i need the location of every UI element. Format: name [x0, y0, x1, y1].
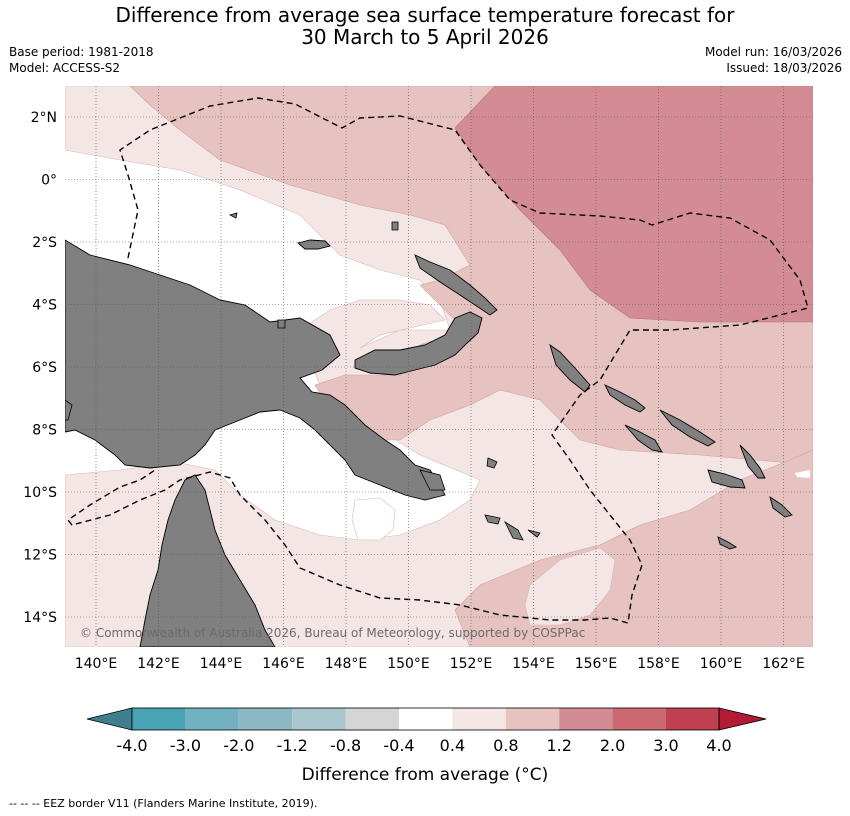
- santa-isabel-island: [659, 409, 716, 447]
- small-island: [228, 212, 238, 219]
- model-name: Model: ACCESS-S2: [9, 61, 121, 75]
- makira-island: [769, 495, 793, 518]
- bougainville-island: [549, 343, 591, 393]
- eez-border-line: [66, 97, 809, 624]
- colorbar-tick: -2.0: [223, 736, 254, 755]
- colorbar-tick: 3.0: [653, 736, 678, 755]
- anomaly-pocket-0.4-0.8: [524, 547, 616, 626]
- small-island: [504, 520, 524, 541]
- meta-left: Base period: 1981-2018 Model: ACCESS-S2: [9, 44, 154, 76]
- colorbar-low-arrow: [86, 707, 133, 731]
- lon-label: 144°E: [200, 656, 243, 672]
- colorbar-bin: [399, 708, 453, 730]
- colorbar-bin: [666, 708, 719, 730]
- colorbar-tick: 0.8: [493, 736, 518, 755]
- meta-right: Model run: 16/03/2026 Issued: 18/03/2026: [705, 44, 842, 76]
- small-island: [65, 399, 73, 421]
- lat-label: 4°S: [32, 298, 57, 314]
- title-line-2: 30 March to 5 April 2026: [301, 25, 549, 49]
- lon-label: 160°E: [700, 656, 743, 672]
- anomaly-band-1.2-2.0: [454, 86, 813, 323]
- lon-label: 152°E: [450, 656, 493, 672]
- new-ireland-island: [414, 254, 498, 316]
- lon-label: 148°E: [325, 656, 368, 672]
- guadalcanal-island: [707, 469, 746, 489]
- colorbar-tick: 1.2: [546, 736, 571, 755]
- chart-title: Difference from average sea surface temp…: [0, 4, 850, 48]
- manus-island: [297, 239, 331, 250]
- lon-label: 140°E: [75, 656, 118, 672]
- anomaly-pocket-white-2: [795, 470, 810, 478]
- colorbar-bin: [452, 708, 506, 730]
- lon-label: 146°E: [262, 656, 305, 672]
- small-island: [277, 319, 286, 329]
- small-island: [484, 514, 501, 525]
- colorbar-tick: -4.0: [116, 736, 147, 755]
- rennell-island: [717, 536, 738, 550]
- base-period: Base period: 1981-2018: [9, 45, 154, 59]
- issued-date: Issued: 18/03/2026: [726, 61, 842, 75]
- colorbar-label: Difference from average (°C): [302, 765, 549, 785]
- colorbar-bin: [132, 708, 186, 730]
- lon-label: 156°E: [575, 656, 618, 672]
- colorbar-tick: 2.0: [600, 736, 625, 755]
- lat-label: 6°S: [32, 360, 57, 376]
- colorbar-bin: [612, 708, 666, 730]
- colorbar-tick: -0.4: [383, 736, 414, 755]
- lat-label: 0°: [41, 173, 57, 189]
- colorbar-tick: 4.0: [706, 736, 731, 755]
- colorbar-bin: [559, 708, 613, 730]
- anomaly-pocket-white: [351, 497, 396, 541]
- lon-label: 142°E: [137, 656, 180, 672]
- lon-label: 150°E: [387, 656, 430, 672]
- lat-label: 10°S: [23, 485, 57, 501]
- colorbar-ticks: -4.0 -3.0 -2.0 -1.2 -0.8 -0.4 0.4 0.8 1.…: [116, 736, 731, 755]
- lon-axis-labels: 140°E 142°E 144°E 146°E 148°E 150°E 152°…: [75, 656, 805, 672]
- model-run: Model run: 16/03/2026: [704, 45, 842, 59]
- malaita-island: [739, 444, 766, 479]
- new-britain-island: [354, 311, 483, 376]
- lat-axis-labels: 2°N 0° 2°S 4°S 6°S 8°S 10°S 12°S 14°S: [23, 110, 57, 626]
- colorbar-tick: -3.0: [170, 736, 201, 755]
- title-line-1: Difference from average sea surface temp…: [115, 3, 735, 27]
- small-island: [527, 529, 541, 538]
- lat-label: 2°S: [32, 235, 57, 251]
- map-panel: © Commonwealth of Australia 2026, Bureau…: [65, 86, 813, 647]
- colorbar-tick: 0.4: [440, 736, 465, 755]
- colorbar-tick: -1.2: [277, 736, 308, 755]
- small-island: [391, 221, 399, 231]
- colorbar: -4.0 -3.0 -2.0 -1.2 -0.8 -0.4 0.4 0.8 1.…: [86, 707, 767, 785]
- colorbar-bin: [185, 708, 239, 730]
- eez-legend-note: -- -- -- EEZ border V11 (Flanders Marine…: [9, 797, 318, 810]
- lon-label: 158°E: [637, 656, 680, 672]
- lon-label: 162°E: [762, 656, 805, 672]
- colorbar-bin: [505, 708, 560, 730]
- colorbar-bin: [292, 708, 346, 730]
- lon-label: 154°E: [512, 656, 555, 672]
- colorbar-bin: [345, 708, 399, 730]
- copyright-text: © Commonwealth of Australia 2026, Bureau…: [80, 626, 585, 640]
- choiseul-island: [604, 384, 646, 413]
- small-island: [486, 457, 498, 469]
- lat-label: 2°N: [31, 110, 57, 126]
- new-georgia-island: [624, 424, 663, 453]
- colorbar-bin: [238, 708, 293, 730]
- small-island: [419, 469, 446, 491]
- lat-label: 8°S: [32, 423, 57, 439]
- cape-york-peninsula: [139, 474, 276, 647]
- colorbar-high-arrow: [718, 707, 767, 731]
- lat-label: 12°S: [23, 548, 57, 564]
- colorbar-tick: -0.8: [330, 736, 361, 755]
- lat-label: 14°S: [23, 610, 57, 626]
